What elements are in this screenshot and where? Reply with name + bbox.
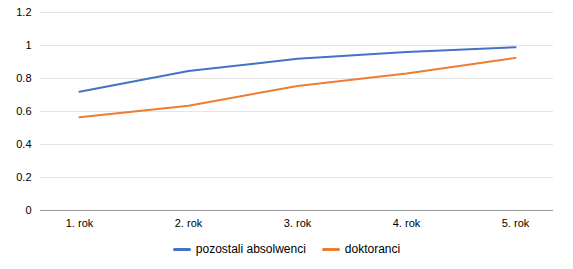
svg-text:1. rok: 1. rok [66,217,94,229]
html-text:pozostali absolwenci: pozostali absolwenci [195,242,306,256]
svg-text:1: 1 [25,39,31,51]
html-text:doktoranci: doktoranci [344,242,401,256]
svg-text:1.2: 1.2 [16,6,31,18]
svg-text:5. rok: 5. rok [502,217,530,229]
svg-text:0.8: 0.8 [16,72,31,84]
svg-text:3. rok: 3. rok [284,217,312,229]
svg-text:0.6: 0.6 [16,105,31,117]
svg-text:0.2: 0.2 [16,171,31,183]
svg-text:0.4: 0.4 [16,138,31,150]
svg-text:4. rok: 4. rok [393,217,421,229]
svg-text:0: 0 [25,204,31,216]
svg-text:2. rok: 2. rok [175,217,203,229]
